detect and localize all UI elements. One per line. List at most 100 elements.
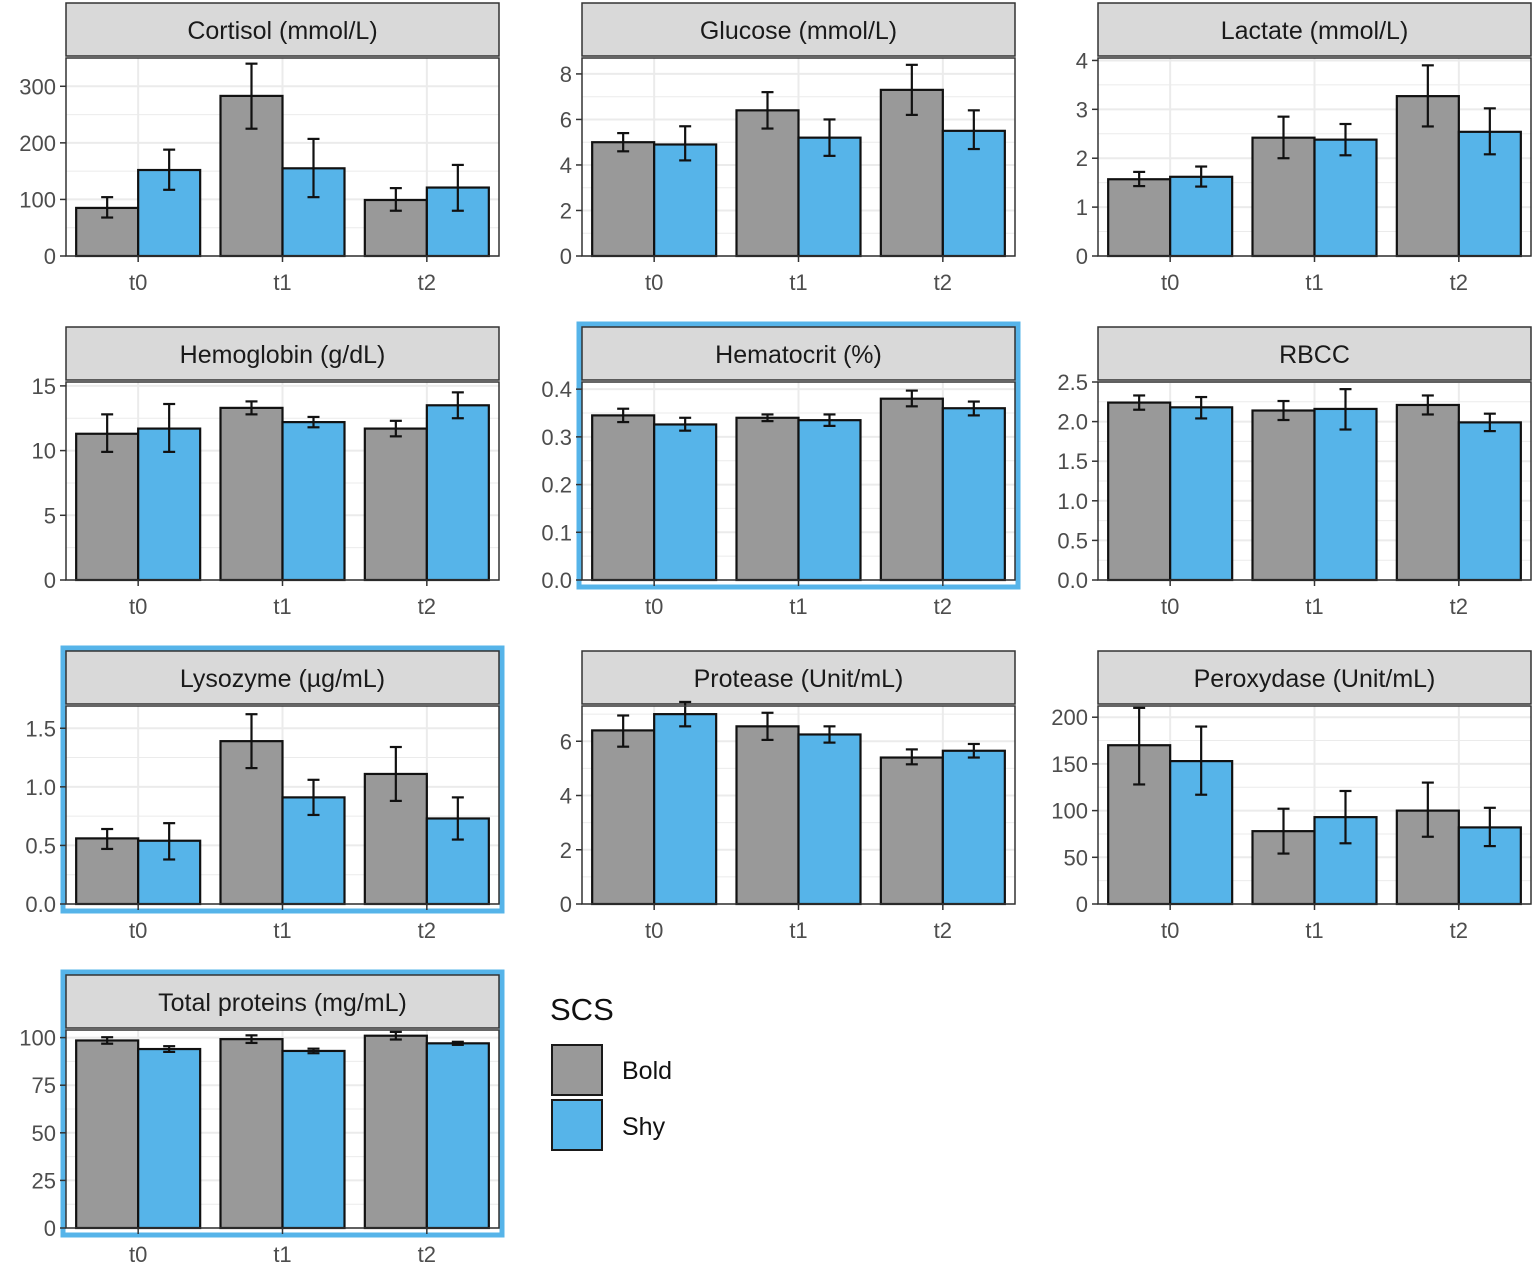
- legend-key-bold: [551, 1044, 603, 1096]
- errorbar-shy-t0: [679, 416, 692, 432]
- errorbar-bold-t2: [905, 748, 918, 766]
- x-tick-label: t1: [789, 270, 807, 295]
- x-tick-label: t0: [129, 270, 147, 295]
- x-tick-label: t1: [273, 918, 291, 943]
- errorbar-bold-t2: [1421, 781, 1434, 838]
- y-tick-label: 0: [1076, 892, 1088, 917]
- bar-shy-t0: [1169, 406, 1234, 582]
- errorbar-bold-t2: [905, 389, 918, 408]
- x-tick-label: t1: [789, 918, 807, 943]
- bar-shy-t0: [137, 427, 202, 582]
- y-tick-label: 200: [19, 131, 56, 156]
- errorbar-bold-t0: [617, 132, 630, 153]
- y-tick-label: 0.5: [25, 833, 56, 858]
- bar-bold-t1: [735, 109, 800, 258]
- bar-bold-t1: [1251, 409, 1316, 582]
- highlight-frame: [60, 645, 505, 914]
- errorbar-bold-t2: [905, 63, 918, 116]
- errorbar-bold-t1: [1277, 115, 1290, 160]
- legend: SCS Bold Shy: [550, 992, 672, 1151]
- panel-strip: [1097, 2, 1532, 57]
- y-tick-label: 25: [32, 1168, 56, 1193]
- bar-shy-t1: [797, 733, 862, 906]
- bar-bold-t0: [591, 729, 656, 906]
- bar-shy-t2: [1457, 421, 1522, 582]
- y-tick-label: 0: [44, 568, 56, 593]
- panel-lactate-mmol-l: Lactate (mmol/L) 0 1 2 3 4 t0 t1 t2: [1076, 2, 1532, 295]
- panel-strip: [1097, 326, 1532, 381]
- bar-bold-t1: [219, 1038, 284, 1230]
- x-tick-label: t2: [418, 594, 436, 619]
- bar-bold-t0: [591, 414, 656, 582]
- bar-bold-t2: [363, 427, 428, 582]
- errorbar-shy-t2: [451, 1040, 464, 1046]
- bar-shy-t1: [281, 1049, 346, 1230]
- y-tick-label: 0: [44, 244, 56, 269]
- panel-hematocrit: Hematocrit (%) 0.0 0.1 0.2 0.3 0.4 t0 t1 t2: [541, 321, 1021, 619]
- errorbar-bold-t1: [761, 711, 774, 742]
- y-tick-label: 1.5: [1057, 449, 1088, 474]
- bar-shy-t1: [281, 421, 346, 582]
- x-tick-label: t0: [1161, 594, 1179, 619]
- panel-rbcc: RBCC 0.0 0.5 1.0 1.5 2.0 2.5 t0 t1 t2: [1057, 326, 1532, 619]
- panel-title: Hemoglobin (g/dL): [180, 341, 386, 369]
- y-tick-label: 75: [32, 1073, 56, 1098]
- y-tick-label: 6: [560, 107, 572, 132]
- y-tick-label: 0.4: [541, 377, 572, 402]
- panel-title: Peroxydase (Unit/mL): [1194, 665, 1436, 693]
- x-tick-label: t0: [1161, 918, 1179, 943]
- errorbar-shy-t0: [1195, 165, 1208, 188]
- errorbar-shy-t2: [451, 163, 464, 212]
- bar-shy-t0: [137, 1047, 202, 1230]
- x-tick-label: t1: [273, 594, 291, 619]
- panel-title: Glucose (mmol/L): [700, 17, 897, 45]
- x-tick-label: t0: [645, 270, 663, 295]
- bar-shy-t0: [137, 839, 202, 906]
- errorbar-shy-t0: [163, 1045, 176, 1053]
- x-tick-label: t2: [418, 1242, 436, 1267]
- x-tick-label: t0: [129, 594, 147, 619]
- x-tick-label: t1: [1305, 918, 1323, 943]
- bar-shy-t1: [797, 136, 862, 258]
- bar-shy-t2: [425, 1042, 490, 1230]
- panel-title: Cortisol (mmol/L): [187, 17, 377, 45]
- x-tick-label: t0: [129, 918, 147, 943]
- panel-title: Total proteins (mg/mL): [158, 989, 407, 1017]
- y-tick-label: 0.1: [541, 520, 572, 545]
- errorbar-shy-t0: [679, 125, 692, 162]
- bar-shy-t2: [941, 749, 1006, 906]
- y-tick-label: 0.5: [1057, 528, 1088, 553]
- panel-strip: [65, 2, 500, 57]
- y-tick-label: 100: [19, 187, 56, 212]
- panel-strip: [65, 974, 500, 1029]
- y-tick-label: 8: [560, 62, 572, 87]
- panel-strip: [581, 650, 1016, 705]
- errorbar-shy-t0: [163, 402, 176, 453]
- y-tick-label: 0: [560, 244, 572, 269]
- errorbar-bold-t0: [1133, 706, 1146, 786]
- bar-bold-t0: [75, 432, 140, 582]
- bar-bold-t0: [591, 141, 656, 258]
- errorbar-bold-t2: [1421, 64, 1434, 128]
- bar-bold-t0: [75, 1039, 140, 1230]
- y-tick-label: 2: [1076, 146, 1088, 171]
- errorbar-shy-t0: [163, 148, 176, 191]
- x-tick-label: t2: [1450, 594, 1468, 619]
- panel-peroxydase-unit-ml: Peroxydase (Unit/mL) 0 50 100 150 200 t0 t1 t2: [1051, 650, 1532, 943]
- x-tick-label: t0: [1161, 270, 1179, 295]
- x-tick-label: t2: [1450, 270, 1468, 295]
- y-tick-label: 50: [1064, 845, 1088, 870]
- x-tick-label: t2: [934, 270, 952, 295]
- panel-glucose-mmol-l: Glucose (mmol/L) 0 2 4 6 8 t0 t1 t2: [560, 2, 1016, 295]
- y-tick-label: 0: [44, 1216, 56, 1241]
- x-tick-label: t1: [273, 270, 291, 295]
- x-tick-label: t2: [418, 918, 436, 943]
- y-tick-label: 4: [560, 153, 572, 178]
- y-tick-label: 0: [560, 892, 572, 917]
- y-tick-label: 2: [560, 838, 572, 863]
- errorbar-bold-t0: [1133, 170, 1146, 188]
- x-tick-label: t0: [645, 594, 663, 619]
- errorbar-bold-t0: [101, 827, 114, 851]
